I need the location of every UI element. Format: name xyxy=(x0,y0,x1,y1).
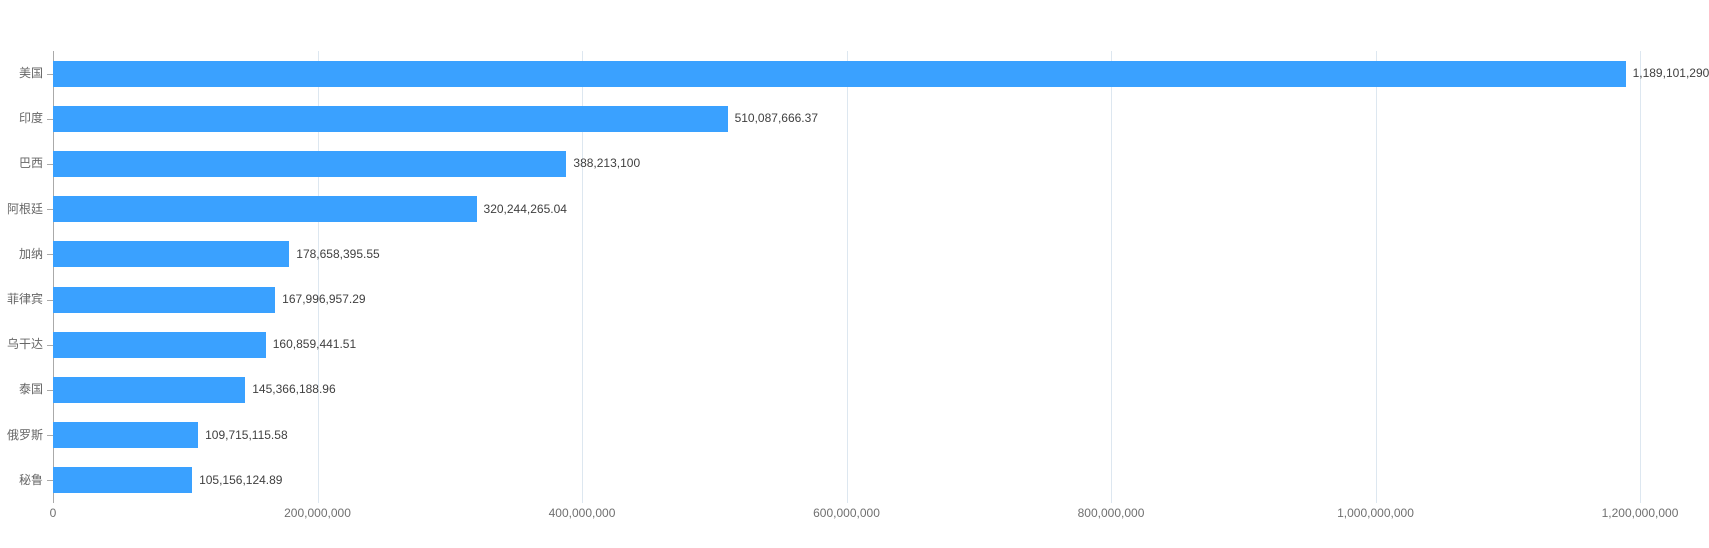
value-label: 105,156,124.89 xyxy=(199,472,283,487)
value-label: 388,213,100 xyxy=(573,156,641,171)
bar-菲律宾[interactable] xyxy=(53,286,276,313)
category-tick xyxy=(47,480,53,482)
y-axis-line xyxy=(53,51,54,503)
bar-row: 巴西 388,213,100 xyxy=(0,141,1709,186)
value-label: 167,996,957.29 xyxy=(282,292,366,306)
category-tick xyxy=(47,73,53,75)
value-label: 510,087,666.37 xyxy=(734,111,818,126)
bar-row: 阿根廷 320,244,265.04 xyxy=(0,187,1709,232)
bar-row: 印度 510,087,666.37 xyxy=(0,96,1709,141)
bar-乌干达[interactable] xyxy=(53,331,266,358)
category-tick xyxy=(47,118,53,120)
x-axis-tick-label: 600,000,000 xyxy=(813,506,880,520)
bar-秘鲁[interactable] xyxy=(53,467,193,494)
category-tick xyxy=(47,344,53,346)
category-label: 美国 xyxy=(18,66,43,80)
value-label: 160,859,441.51 xyxy=(272,337,357,352)
x-gridline xyxy=(1375,51,1377,503)
bar-泰国[interactable] xyxy=(53,376,246,403)
category-tick xyxy=(47,163,53,165)
bar-row: 俄罗斯 109,715,115.58 xyxy=(0,413,1709,458)
x-axis-tick-label: 200,000,000 xyxy=(284,506,351,520)
value-label: 145,366,188.96 xyxy=(252,382,336,397)
x-gridline xyxy=(582,51,583,503)
category-tick xyxy=(47,389,53,391)
x-axis-tick-label: 1,000,000,000 xyxy=(1337,506,1414,520)
category-label: 泰国 xyxy=(18,382,43,397)
value-label: 178,658,395.55 xyxy=(296,246,380,261)
x-axis-tick-label: 0 xyxy=(49,506,57,520)
value-label: 320,244,265.04 xyxy=(483,201,567,216)
bar-row: 加纳 178,658,395.55 xyxy=(0,232,1709,277)
bar-美国[interactable] xyxy=(53,60,1626,87)
bar-row: 泰国 145,366,188.96 xyxy=(0,367,1709,412)
category-tick xyxy=(47,209,53,211)
category-tick xyxy=(47,254,53,256)
bar-row: 美国 1,189,101,290 xyxy=(0,51,1709,96)
category-label: 乌干达 xyxy=(6,337,43,352)
category-tick xyxy=(47,299,53,301)
x-gridline xyxy=(846,51,848,503)
category-label: 加纳 xyxy=(18,246,43,261)
x-gridline xyxy=(317,51,319,503)
x-axis-tick-label: 800,000,000 xyxy=(1077,506,1145,520)
x-gridline xyxy=(1640,51,1641,503)
bar-巴西[interactable] xyxy=(53,150,567,177)
bar-加纳[interactable] xyxy=(53,241,290,268)
x-gridline xyxy=(1111,51,1112,503)
bar-row: 乌干达 160,859,441.51 xyxy=(0,322,1709,367)
category-label: 俄罗斯 xyxy=(6,427,43,442)
value-label: 109,715,115.58 xyxy=(205,427,288,442)
category-label: 印度 xyxy=(18,111,43,126)
bar-阿根廷[interactable] xyxy=(53,196,477,223)
category-tick xyxy=(47,435,53,437)
category-label: 菲律宾 xyxy=(6,292,43,306)
bar-row: 菲律宾 167,996,957.29 xyxy=(0,277,1709,322)
value-label: 1,189,101,290 xyxy=(1632,66,1709,80)
x-axis-tick-label: 400,000,000 xyxy=(548,506,616,520)
bar-row: 秘鲁 105,156,124.89 xyxy=(0,458,1709,503)
category-label: 巴西 xyxy=(18,156,43,171)
category-label: 秘鲁 xyxy=(18,472,43,487)
bar-印度[interactable] xyxy=(53,105,728,132)
x-axis-tick-label: 1,200,000,000 xyxy=(1601,506,1679,520)
bar-俄罗斯[interactable] xyxy=(53,422,199,449)
category-label: 阿根廷 xyxy=(6,201,43,216)
